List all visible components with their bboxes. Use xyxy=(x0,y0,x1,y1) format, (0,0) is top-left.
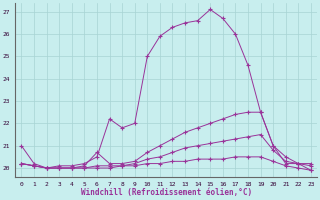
X-axis label: Windchill (Refroidissement éolien,°C): Windchill (Refroidissement éolien,°C) xyxy=(81,188,252,197)
